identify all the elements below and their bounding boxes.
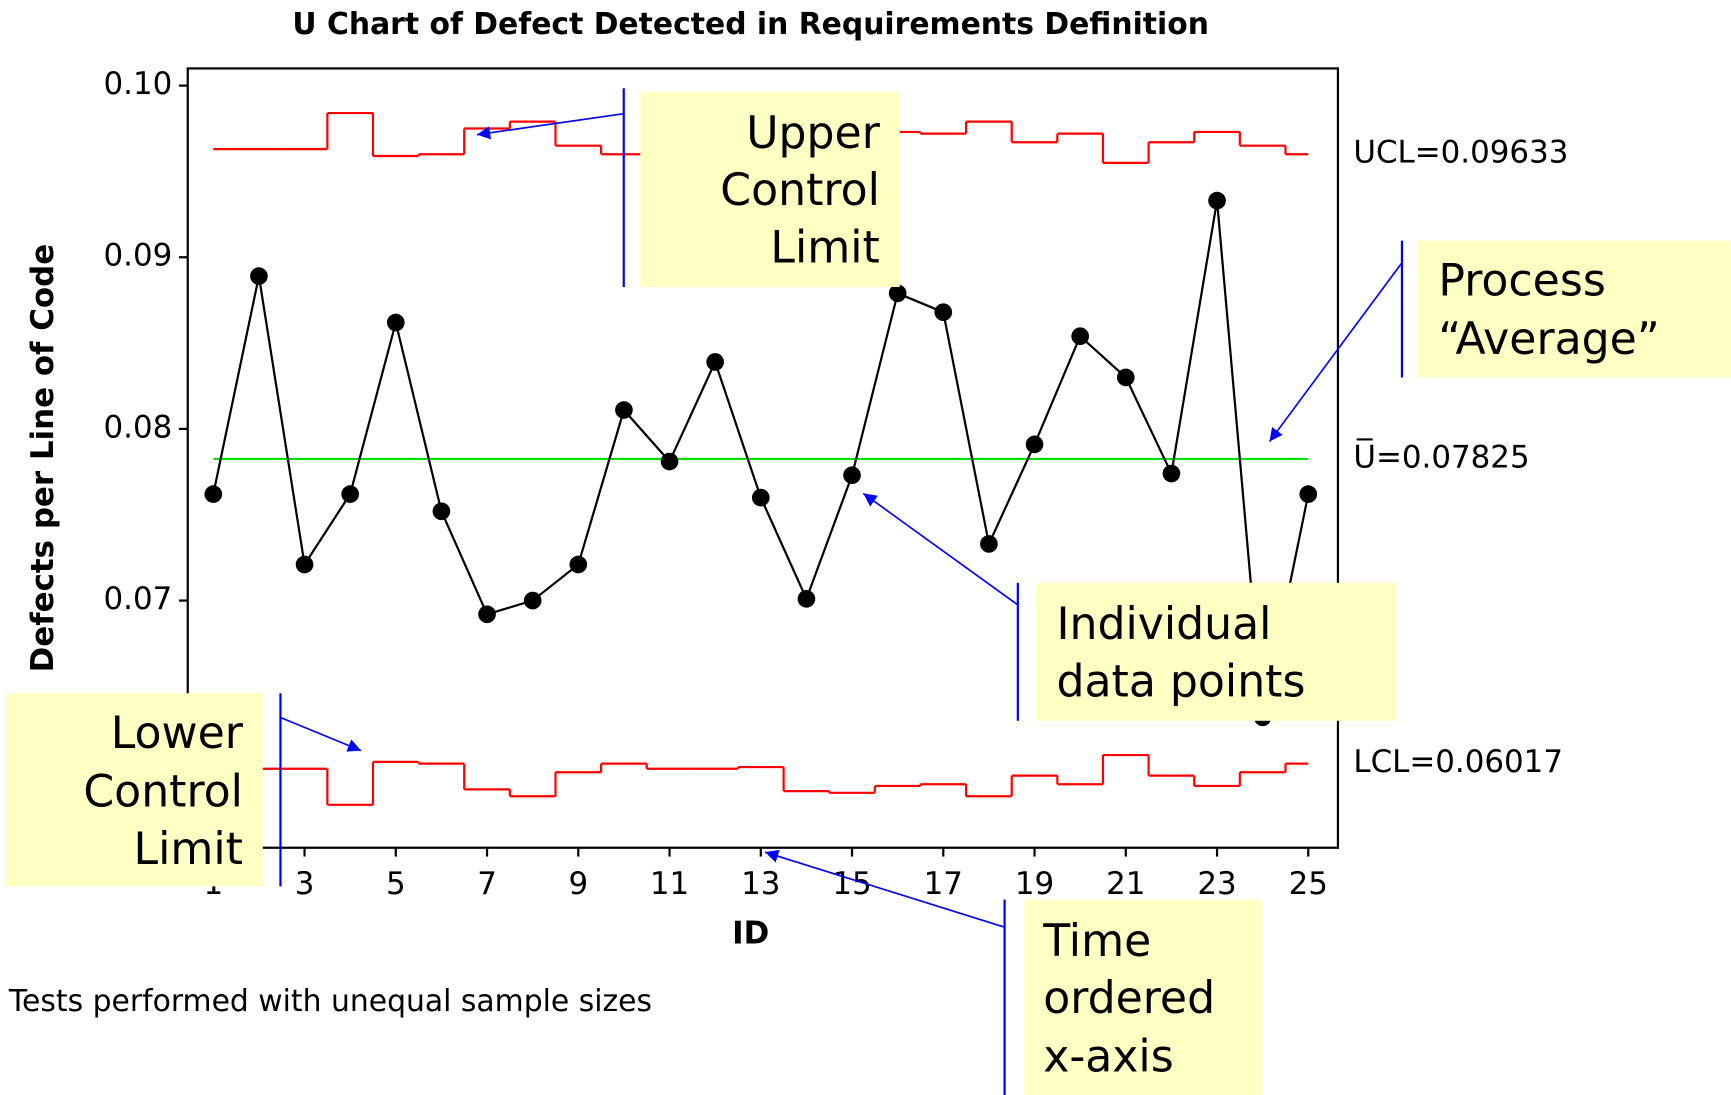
annotation: Lower Control Limit: [5, 693, 362, 887]
y-tick-label: 0.10: [104, 66, 173, 102]
x-tick-label: 9: [568, 866, 588, 902]
data-point: [295, 555, 314, 574]
x-tick-label: 7: [477, 866, 497, 902]
data-point: [1208, 191, 1226, 210]
data-point: [1071, 327, 1089, 346]
data-point: [751, 488, 770, 507]
annotation-text: Upper: [746, 108, 881, 159]
annotation-text: ordered: [1043, 973, 1215, 1024]
data-point: [888, 284, 907, 303]
data-point: [250, 267, 268, 285]
chart-title: U Chart of Defect Detected in Requiremen…: [292, 7, 1209, 42]
data-point: [980, 535, 998, 553]
annotation-arrow: [1268, 262, 1403, 443]
annotation-box: [5, 693, 263, 887]
data-point: [1162, 464, 1181, 483]
data-point: [204, 485, 223, 503]
x-tick-label: 23: [1197, 866, 1236, 902]
data-point: [797, 590, 816, 608]
annotation-arrow: [764, 849, 1005, 929]
data-point: [706, 353, 724, 371]
y-tick-label: 0.09: [104, 238, 173, 274]
data-point: [615, 401, 633, 419]
data-point: [1025, 435, 1044, 454]
annotation-arrow: [280, 716, 362, 752]
data-point: [386, 313, 405, 332]
data-point: [432, 502, 451, 521]
annotation-text: Time: [1042, 916, 1151, 967]
annotation: Process “Average”: [1268, 240, 1731, 443]
limit-label: UCL=0.09633: [1353, 135, 1568, 171]
annotation-text: Process: [1438, 256, 1605, 307]
data-point: [660, 452, 679, 471]
x-tick-label: 13: [741, 866, 780, 902]
x-tick-label: 21: [1106, 866, 1145, 902]
x-tick-label: 3: [295, 866, 315, 902]
annotation-box: [1024, 899, 1262, 1095]
annotation-box: [640, 91, 900, 287]
annotation-text: Lower: [111, 708, 244, 759]
data-point: [478, 605, 496, 624]
x-tick-label: 11: [650, 866, 689, 902]
annotation-text: Individual: [1056, 599, 1271, 650]
annotation-text: data points: [1056, 656, 1305, 707]
annotation-text: Limit: [134, 824, 243, 875]
annotation-arrow: [862, 492, 1019, 606]
y-tick-label: 0.07: [104, 581, 173, 617]
center-label: U̅=0.07825: [1353, 438, 1529, 476]
y-tick-label: 0.08: [104, 409, 173, 445]
note: Tests performed with unequal sample size…: [8, 984, 652, 1019]
annotation-text: Control: [720, 165, 880, 216]
x-tick-label: 17: [924, 866, 963, 902]
annotation: Time ordered x-axis: [764, 849, 1262, 1095]
plot-frame: [186, 67, 1340, 849]
annotation-text: “Average”: [1438, 314, 1659, 365]
annotation-text: x-axis: [1043, 1032, 1173, 1083]
x-tick-label: 5: [386, 866, 406, 902]
x-tick-label: 19: [1015, 866, 1054, 902]
x-axis-label: ID: [732, 915, 769, 951]
data-point: [843, 466, 861, 485]
annotation-box: [1035, 582, 1397, 721]
data-point: [523, 591, 542, 610]
y-axis-label: Defects per Line of Code: [25, 244, 61, 673]
limit-label: LCL=0.06017: [1353, 744, 1563, 780]
data-point: [934, 303, 953, 322]
annotation: Upper Control Limit: [476, 88, 900, 287]
annotation-text: Control: [83, 767, 243, 818]
annotation-box: [1417, 240, 1731, 378]
annotation-arrow: [476, 112, 624, 140]
data-point: [1116, 368, 1135, 387]
data-point: [569, 555, 588, 574]
x-tick-label: 25: [1289, 866, 1328, 902]
annotation-text: Limit: [770, 223, 879, 274]
data-point: [341, 485, 360, 503]
data-point: [1299, 485, 1318, 503]
annotation: Individual data points: [862, 492, 1397, 721]
